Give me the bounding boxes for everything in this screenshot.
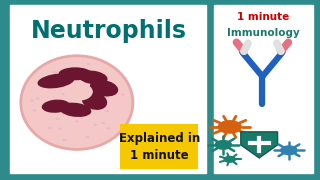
Circle shape — [56, 118, 60, 120]
Circle shape — [61, 93, 66, 95]
Ellipse shape — [64, 83, 93, 101]
Circle shape — [74, 120, 79, 123]
Ellipse shape — [59, 103, 92, 117]
Circle shape — [35, 97, 40, 100]
Circle shape — [223, 156, 236, 163]
Circle shape — [101, 122, 106, 124]
Circle shape — [62, 139, 67, 141]
Bar — [10, 5, 206, 173]
Ellipse shape — [42, 100, 70, 113]
Circle shape — [218, 120, 242, 134]
Circle shape — [86, 63, 91, 65]
Text: Immunology: Immunology — [227, 28, 300, 38]
Circle shape — [214, 140, 232, 150]
Circle shape — [85, 136, 90, 138]
Circle shape — [106, 127, 111, 130]
Circle shape — [58, 127, 62, 130]
Ellipse shape — [21, 56, 133, 149]
Ellipse shape — [78, 71, 108, 84]
Bar — [120, 124, 198, 169]
Circle shape — [55, 71, 60, 74]
Text: Explained in
1 minute: Explained in 1 minute — [119, 132, 200, 162]
Circle shape — [32, 109, 37, 112]
Ellipse shape — [37, 74, 75, 88]
Circle shape — [75, 96, 79, 99]
Polygon shape — [241, 132, 278, 158]
Text: 1 minute: 1 minute — [237, 12, 290, 22]
Bar — [214, 5, 313, 173]
Circle shape — [47, 127, 52, 129]
Ellipse shape — [82, 92, 107, 110]
Circle shape — [105, 110, 109, 112]
Circle shape — [52, 71, 57, 73]
Circle shape — [30, 99, 35, 102]
Ellipse shape — [59, 67, 92, 80]
Circle shape — [280, 145, 298, 155]
Ellipse shape — [90, 80, 118, 96]
Circle shape — [121, 93, 125, 96]
Text: Neutrophils: Neutrophils — [31, 19, 187, 43]
Circle shape — [93, 124, 98, 126]
